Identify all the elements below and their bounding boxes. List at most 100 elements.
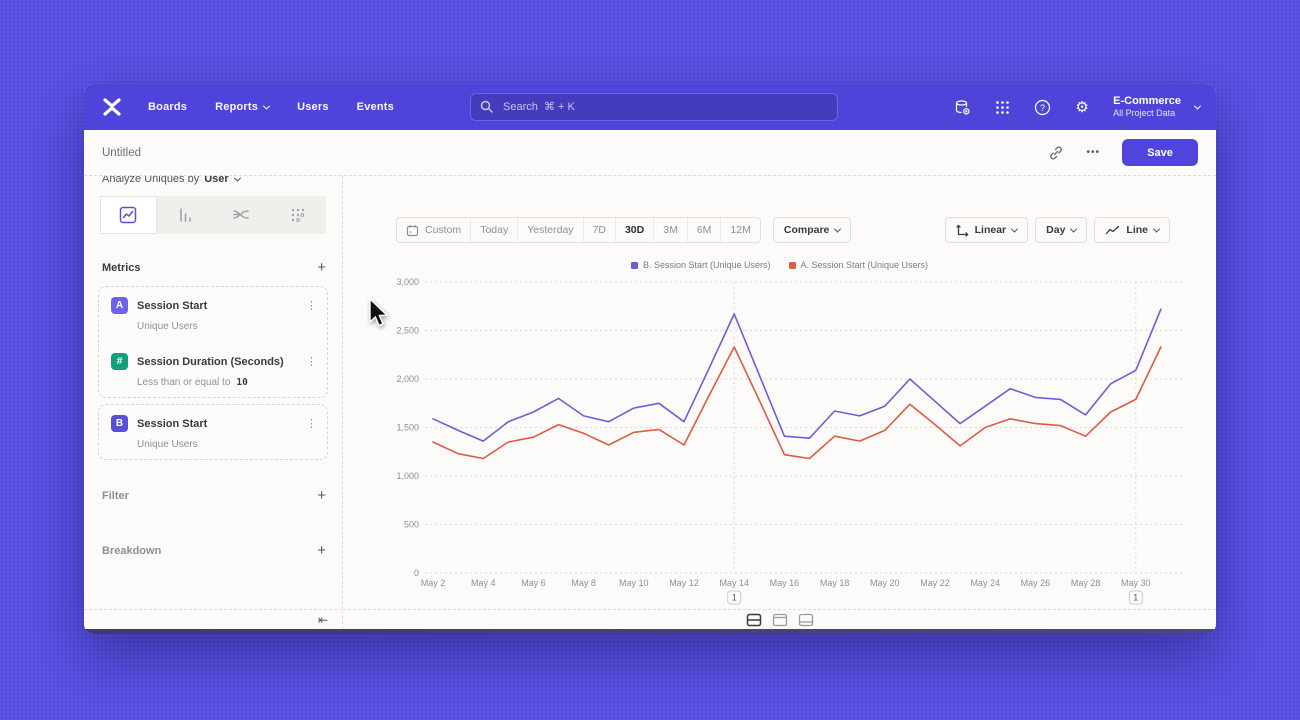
collapse-sidebar-icon[interactable]: ⇤ [317,612,328,627]
range-yesterday-button[interactable]: Yesterday [517,218,582,242]
legend-label: B. Session Start (Unique Users) [642,260,771,270]
range-6m-button[interactable]: 6M [686,218,721,242]
metric-kebab-icon[interactable]: ⋮ [306,300,317,312]
nav-item-users[interactable]: Users [297,101,329,113]
compare-button[interactable]: Compare [772,217,852,243]
metric-condition-value[interactable]: 10 [236,377,248,388]
search-icon [480,100,493,113]
flows-icon [233,210,249,219]
range-today-button[interactable]: Today [470,218,517,242]
x-tick-label: May 16 [770,578,800,588]
chevron-down-icon [263,102,271,110]
settings-gear-icon[interactable]: ⚙ [1075,99,1089,116]
add-filter-button[interactable]: + [317,487,326,504]
x-tick-label: May 4 [471,578,496,588]
metric-subtitle: Less than or equal to 10 [137,377,317,388]
add-breakdown-button[interactable]: + [317,542,326,559]
nav-item-events[interactable]: Events [357,101,394,113]
scale-label: Linear [974,224,1007,236]
help-icon[interactable]: ? [1033,98,1051,116]
y-tick-label: 1,500 [396,423,419,433]
range-3m-button[interactable]: 3M [653,218,687,242]
chevron-down-icon [1152,225,1161,233]
app-window: Boards Reports Users Events [84,84,1216,634]
legend-item[interactable]: A. Session Start (Unique Users) [788,260,929,270]
interval-select[interactable]: Day [1035,217,1088,243]
chart-panel: Custom Today Yesterday 7D 30D 3M 6M 12M … [343,176,1216,629]
nav-item-reports[interactable]: Reports [215,101,271,113]
layout-chart-only-button[interactable] [772,613,788,627]
navbar-right: ? ⚙ E-Commerce All Project Data [953,84,1202,130]
line-chart-canvas[interactable]: 0 500 1,000 1,500 2,000 2,500 3,000 May 2 May 4 M… [393,272,1193,608]
y-tick-label: 3,000 [396,277,419,287]
chevron-down-icon [233,176,241,182]
data-management-icon[interactable] [953,98,971,116]
layout-split-button[interactable] [746,613,762,627]
range-label: 30D [624,224,645,236]
range-label: Yesterday [527,224,574,236]
visualization-tabs [100,196,326,234]
copy-link-button[interactable] [1048,145,1064,161]
legend-label: A. Session Start (Unique Users) [800,260,929,270]
y-tick-label: 1,000 [396,471,419,481]
breakdown-section: Breakdown + [102,543,326,558]
analyze-row: Analyze Uniques by User [84,176,342,192]
metric-title: Session Start [137,417,208,430]
date-range-toolbar: Custom Today Yesterday 7D 30D 3M 6M 12M … [396,217,852,243]
report-title[interactable]: Untitled [102,146,141,159]
metric-condition: Less than or equal to [137,377,231,388]
tab-flows[interactable] [213,196,270,234]
metric-row-b[interactable]: B Session Start ⋮ Unique Users [99,405,327,461]
x-tick-label: May 28 [1071,578,1101,588]
mixpanel-logo-icon[interactable] [102,97,122,117]
project-switcher[interactable]: E-Commerce All Project Data [1113,95,1202,120]
filter-label: Filter [102,489,129,502]
metric-title: Session Start [137,299,208,312]
chart-panel-footer [343,609,1216,629]
metric-kebab-icon[interactable]: ⋮ [306,356,317,368]
metric-row-a[interactable]: A Session Start ⋮ Unique Users [99,287,327,343]
range-30d-button[interactable]: 30D [614,218,653,242]
apps-grid-icon[interactable] [993,98,1011,116]
range-7d-button[interactable]: 7D [582,218,615,242]
x-tick-label: May 20 [870,578,900,588]
save-button[interactable]: Save [1122,139,1198,166]
metric-row-duration[interactable]: # Session Duration (Seconds) ⋮ Less than… [99,343,327,399]
add-metric-button[interactable]: + [317,259,326,276]
title-actions: ••• Save [1048,139,1198,166]
analyze-value-dropdown[interactable]: User [204,176,229,185]
chart-type-select[interactable]: Line [1094,217,1170,243]
legend-item[interactable]: B. Session Start (Unique Users) [630,260,771,270]
nav-label: Reports [215,101,259,113]
chevron-down-icon [1193,102,1202,110]
metric-badge: B [111,415,128,432]
x-tick-label: May 26 [1021,578,1051,588]
chart-options-toolbar: Linear Day Line [944,217,1170,243]
x-tick-label: May 2 [421,578,446,588]
y-tick-label: 500 [404,520,419,530]
range-label: 7D [592,224,606,236]
x-tick-label: May 12 [669,578,699,588]
tab-insights[interactable] [100,196,157,234]
more-menu-icon[interactable]: ••• [1086,147,1100,158]
scale-select[interactable]: Linear [944,217,1029,243]
global-search [470,93,838,121]
range-label: Custom [425,224,462,236]
range-12m-button[interactable]: 12M [720,218,759,242]
nav-item-boards[interactable]: Boards [148,101,187,113]
tab-retention[interactable] [270,196,327,234]
search-input[interactable] [470,93,838,121]
layout-table-only-button[interactable] [798,613,814,627]
tab-bar-chart[interactable] [157,196,214,234]
range-custom-button[interactable]: Custom [397,218,470,242]
compare-label: Compare [783,224,830,236]
x-tick-label: May 18 [820,578,850,588]
metrics-header-label: Metrics [102,261,141,274]
report-title-bar: Untitled ••• Save [84,130,1216,176]
axis-icon [955,224,969,237]
analyze-label: Analyze Uniques by [102,176,200,185]
retention-icon [291,208,304,222]
x-tick-label: May 24 [970,578,1000,588]
metric-kebab-icon[interactable]: ⋮ [306,418,317,430]
project-subtitle: All Project Data [1113,108,1176,119]
